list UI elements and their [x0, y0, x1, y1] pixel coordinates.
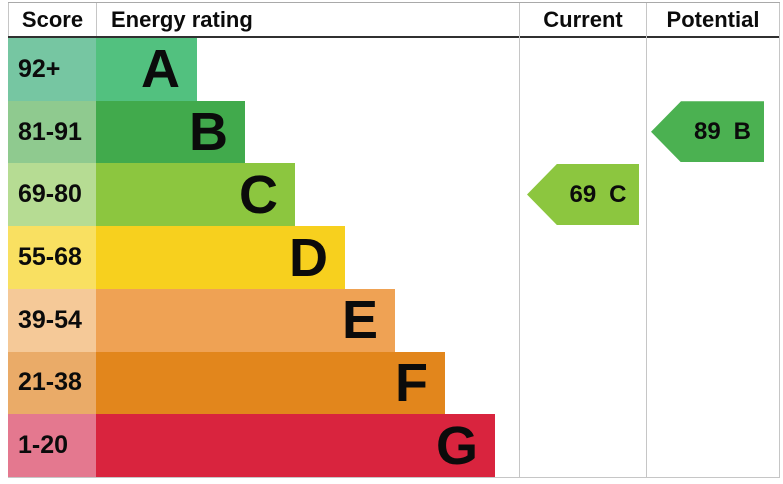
band-rows: 92+ A 81-91 B 69-80 C 55-68 D 39-54 — [8, 38, 779, 478]
band-row: 39-54 E — [8, 288, 779, 352]
band-row: 21-38 F — [8, 351, 779, 415]
band-letter: G — [435, 415, 478, 476]
band-bar: C — [96, 163, 295, 227]
band-row: 81-91 B — [8, 100, 779, 164]
band-letter: E — [341, 290, 378, 351]
current-rating-letter: C — [609, 180, 627, 208]
band-letter: A — [141, 39, 180, 100]
band-bar: F — [96, 351, 445, 415]
header-potential: Potential — [666, 6, 760, 32]
divider-current-potential — [646, 3, 647, 477]
band-letter: D — [289, 227, 328, 288]
header-score: Score — [8, 3, 96, 36]
header-underline — [8, 36, 780, 38]
header-current: Current — [543, 6, 623, 32]
band-row: 92+ A — [8, 38, 779, 101]
band-bar: A — [96, 38, 197, 101]
current-rating-value: 69 — [569, 180, 597, 208]
band-bar: D — [96, 226, 345, 289]
band-letter: C — [239, 164, 278, 225]
band-score-range: 81-91 — [8, 100, 96, 164]
band-score-range: 21-38 — [8, 351, 96, 415]
band-score-range: 92+ — [8, 38, 96, 101]
band-bar: B — [96, 100, 245, 164]
bottom-border-line — [8, 477, 780, 478]
band-score-range: 69-80 — [8, 163, 96, 227]
band-row: 55-68 D — [8, 226, 779, 289]
band-letter: F — [395, 352, 428, 413]
band-score-range: 1-20 — [8, 414, 96, 478]
potential-rating-letter: B — [733, 117, 752, 145]
band-bar: E — [96, 288, 395, 352]
right-border-line — [779, 3, 780, 477]
band-score-range: 55-68 — [8, 226, 96, 289]
header-energy-rating: Energy rating — [96, 3, 519, 36]
band-score-range: 39-54 — [8, 288, 96, 352]
band-row: 69-80 C — [8, 163, 779, 227]
divider-rating-current — [519, 3, 520, 477]
band-letter: B — [189, 102, 228, 163]
top-border-line — [8, 2, 780, 3]
potential-rating-value: 89 — [693, 117, 721, 145]
band-row: 1-20 G — [8, 414, 779, 478]
band-bar: G — [96, 414, 495, 478]
